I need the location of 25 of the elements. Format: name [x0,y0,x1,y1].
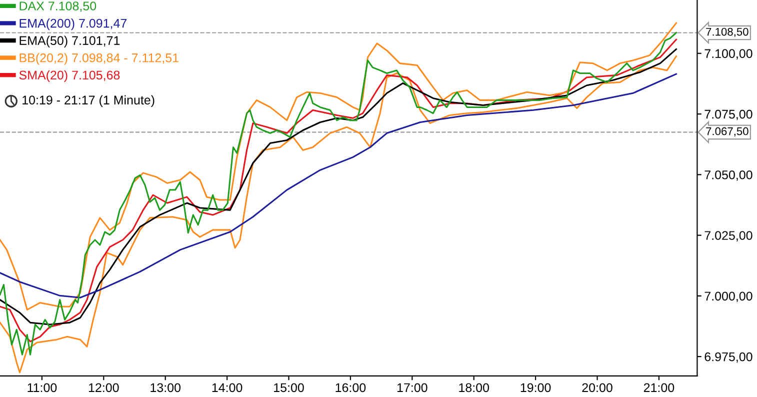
y-tick-label: 7.100,00 [704,49,752,60]
legend-label: DAX 7.108,50 [20,2,96,12]
annotation: 10:19 - 21:17 (1 Minute) [22,95,154,107]
y-tick-label: 7.000,00 [704,292,752,302]
x-tick-label: 18:00 [459,383,489,392]
x-tick-label: 11:00 [28,383,57,392]
y-tick-label: 7.075,00 [704,110,752,120]
legend-label: SMA(20) 7.105,68 [19,70,120,82]
x-tick-label: 13:00 [150,383,181,392]
x-tick-label: 19:00 [520,383,551,392]
legend-label: BB(20,2) 7.098,84 - 7.112,51 [20,53,178,65]
y-tick-label: 6.975,00 [704,352,752,363]
y-tick-label: 7.025,00 [704,231,752,242]
x-tick-label: 12:00 [88,383,119,392]
x-tick-label: 15:00 [274,383,304,392]
ref-line-label: 7.108,50 [706,28,748,38]
x-tick-label: 16:00 [336,383,366,392]
y-tick-label: 7.050,00 [704,170,752,181]
legend-label: EMA(50) 7.101,71 [20,36,120,48]
x-tick-label: 20:00 [582,383,612,392]
ref-line-label: 7.067,50 [706,127,748,136]
x-tick-label: 21:00 [644,383,674,392]
x-tick-label: 17:00 [397,383,428,392]
x-tick-label: 14:00 [212,383,242,392]
legend-label: EMA(200) 7.091,47 [20,18,127,30]
